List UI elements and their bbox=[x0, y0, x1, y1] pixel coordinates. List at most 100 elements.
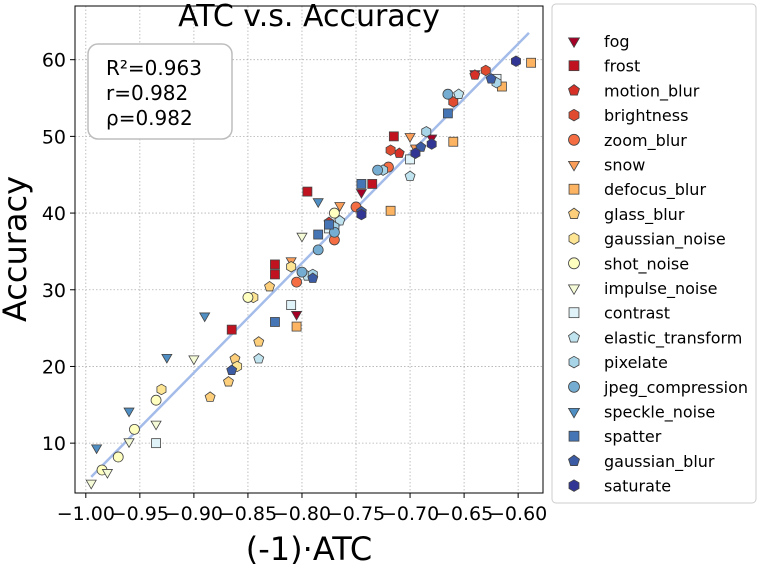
data-point-gaussian-noise bbox=[156, 383, 167, 396]
data-point-speckle-noise bbox=[312, 198, 324, 209]
y-axis-label: Accuracy bbox=[0, 176, 34, 322]
data-point-defocus-blur bbox=[291, 321, 302, 332]
data-point-speckle-noise bbox=[90, 444, 103, 455]
data-point-jpeg-compression bbox=[312, 244, 324, 256]
data-point-shot-noise bbox=[242, 292, 254, 303]
data-point-shot-noise bbox=[150, 394, 162, 406]
data-point-glass-blur bbox=[204, 391, 216, 402]
y-tick-label: 60 bbox=[42, 50, 66, 72]
x-tick-label: −0.65 bbox=[435, 503, 493, 525]
y-tick-label: 30 bbox=[42, 280, 66, 302]
legend: fog frost motion_blur brightness zoom_blursn… bbox=[551, 3, 757, 504]
data-point-defocus-blur bbox=[448, 136, 459, 147]
x-axis-ticks: −1.00−0.95−0.90−0.85−0.80−0.75−0.70−0.65… bbox=[57, 493, 547, 525]
legend-label-fog: fog bbox=[604, 32, 630, 51]
data-point-zoom-blur bbox=[291, 276, 302, 288]
legend-marker-frost bbox=[568, 60, 580, 72]
chart-title: ATC v.s. Accuracy bbox=[178, 0, 440, 34]
legend-marker-elastic-transform bbox=[568, 331, 580, 343]
data-point-impulse-noise bbox=[296, 232, 308, 243]
data-point-impulse-noise bbox=[123, 438, 135, 449]
y-tick-label: 10 bbox=[42, 433, 66, 455]
data-point-impulse-noise bbox=[150, 420, 162, 431]
legend-marker-motion-blur bbox=[568, 84, 580, 96]
data-point-glass-blur bbox=[223, 376, 234, 387]
data-point-contrast bbox=[405, 154, 415, 165]
legend-frame bbox=[551, 3, 757, 504]
legend-label-jpeg-compression: jpeg_compression bbox=[603, 378, 748, 398]
y-tick-label: 40 bbox=[42, 203, 66, 225]
data-point-snow bbox=[334, 202, 346, 212]
data-point-fog bbox=[290, 311, 303, 321]
data-point-spatter bbox=[313, 229, 324, 240]
data-point-speckle-noise bbox=[161, 353, 173, 364]
data-point-glass-blur bbox=[264, 280, 276, 292]
data-point-brightness bbox=[385, 144, 396, 156]
legend-marker-zoom-blur bbox=[568, 133, 580, 146]
data-point-glass-blur bbox=[253, 336, 265, 347]
data-point-spatter bbox=[270, 317, 280, 327]
data-point-jpeg-compression bbox=[442, 88, 454, 100]
data-point-saturate bbox=[426, 138, 437, 150]
data-point-gaussian-blur bbox=[415, 141, 427, 152]
legend-label-glass-blur: glass_blur bbox=[604, 205, 685, 225]
x-axis-label: (-1)·ATC bbox=[246, 530, 372, 566]
legend-label-pixelate: pixelate bbox=[604, 353, 668, 372]
x-tick-label: −0.85 bbox=[219, 503, 277, 525]
legend-label-shot-noise: shot_noise bbox=[604, 254, 689, 274]
legend-marker-fog bbox=[567, 37, 581, 49]
legend-label-impulse-noise: impulse_noise bbox=[604, 279, 718, 299]
data-point-spatter bbox=[442, 108, 453, 119]
data-point-saturate bbox=[410, 147, 421, 159]
data-point-contrast bbox=[151, 438, 161, 449]
legend-marker-glass-blur bbox=[568, 207, 580, 219]
data-point-defocus-blur bbox=[526, 57, 537, 68]
data-point-shot-noise bbox=[112, 451, 124, 463]
stats-box: R²=0.963 r=0.982 ρ=0.982 bbox=[87, 43, 233, 140]
data-point-fog bbox=[355, 189, 368, 199]
legend-label-spatter: spatter bbox=[604, 427, 662, 446]
data-point-frost bbox=[270, 259, 280, 270]
legend-label-zoom-blur: zoom_blur bbox=[604, 131, 687, 151]
legend-label-saturate: saturate bbox=[604, 477, 671, 496]
x-tick-label: −1.00 bbox=[57, 503, 115, 525]
stats-r-squared: R²=0.963 bbox=[106, 56, 202, 80]
data-point-gaussian-blur bbox=[226, 364, 238, 375]
legend-label-elastic-transform: elastic_transform bbox=[604, 328, 742, 348]
data-point-pixelate bbox=[421, 126, 432, 138]
data-point-gaussian-noise bbox=[286, 261, 297, 273]
data-point-elastic-transform bbox=[404, 170, 416, 181]
x-tick-label: −0.70 bbox=[381, 503, 439, 525]
legend-label-defocus-blur: defocus_blur bbox=[604, 180, 706, 200]
data-point-elastic-transform bbox=[253, 353, 265, 364]
data-point-spatter bbox=[324, 219, 334, 230]
data-point-speckle-noise bbox=[123, 407, 135, 418]
data-point-gaussian-blur bbox=[307, 272, 319, 283]
legend-marker-gaussian-blur bbox=[568, 454, 580, 466]
stats-spearman-rho: ρ=0.982 bbox=[106, 106, 193, 130]
data-point-jpeg-compression bbox=[372, 164, 384, 176]
y-tick-label: 50 bbox=[42, 126, 66, 148]
data-point-speckle-noise bbox=[199, 312, 211, 323]
legend-marker-brightness bbox=[568, 108, 580, 122]
legend-marker-gaussian-noise bbox=[568, 232, 580, 245]
data-point-frost bbox=[388, 131, 399, 142]
data-point-spatter bbox=[356, 179, 367, 189]
legend-marker-speckle-noise bbox=[567, 407, 581, 419]
data-point-impulse-noise bbox=[85, 479, 97, 490]
legend-label-gaussian-noise: gaussian_noise bbox=[604, 230, 726, 250]
x-tick-label: −0.95 bbox=[111, 503, 169, 525]
data-point-contrast bbox=[286, 300, 297, 311]
data-point-jpeg-compression bbox=[328, 226, 340, 238]
legend-marker-contrast bbox=[568, 307, 580, 319]
data-point-shot-noise bbox=[328, 207, 340, 219]
fit-line bbox=[90, 31, 530, 478]
data-point-shot-noise bbox=[129, 423, 140, 435]
legend-label-brightness: brightness bbox=[604, 106, 688, 125]
y-axis-ticks: 10 20 30 40 50 60 bbox=[42, 50, 75, 455]
x-tick-label: −0.75 bbox=[327, 503, 385, 525]
data-point-jpeg-compression bbox=[296, 266, 308, 278]
x-tick-label: −0.80 bbox=[273, 503, 331, 525]
data-point-saturate bbox=[511, 55, 521, 67]
